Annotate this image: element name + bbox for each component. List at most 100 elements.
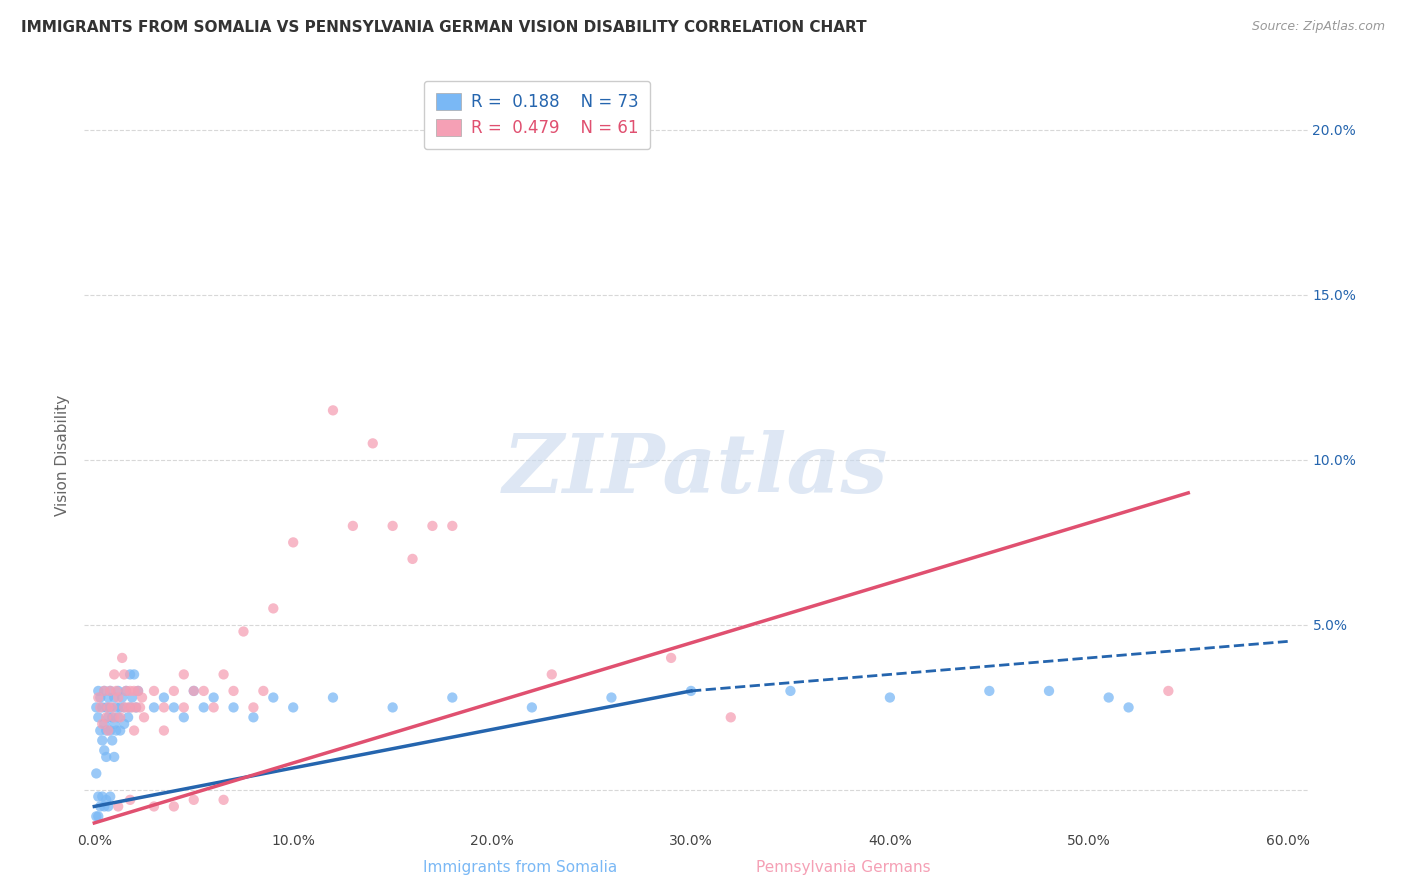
Point [242,710,264,724]
Text: Source: ZipAtlas.com: Source: ZipAtlas.com [1251,20,1385,33]
Point [202,690,225,705]
Point [93,717,115,731]
Point [98,700,121,714]
Point [153,690,176,705]
Point [103,690,125,705]
Point [115,684,138,698]
Text: Pennsylvania Germans: Pennsylvania Germans [756,861,931,875]
Point [91,717,114,731]
Point [89,690,111,705]
Point [283,535,305,549]
Point [441,519,464,533]
Point [89,799,111,814]
Point [101,733,124,747]
Point [1118,700,1140,714]
Point [87,684,110,698]
Point [103,710,125,724]
Point [183,684,205,698]
Point [107,690,129,705]
Point [117,700,139,714]
Text: IMMIGRANTS FROM SOMALIA VS PENNSYLVANIA GERMAN VISION DISABILITY CORRELATION CHA: IMMIGRANTS FROM SOMALIA VS PENNSYLVANIA … [21,20,866,35]
Point [122,684,145,698]
Point [1038,684,1060,698]
Point [91,700,114,714]
Point [105,700,128,714]
Point [173,667,195,681]
Point [600,690,623,705]
Point [96,793,118,807]
Point [232,624,254,639]
Point [107,710,129,724]
Point [93,799,115,814]
Point [779,684,801,698]
Point [112,700,135,714]
Point [105,723,128,738]
Point [107,684,129,698]
Point [111,651,134,665]
Point [98,789,121,804]
Point [97,710,120,724]
Point [212,793,235,807]
Point [108,700,131,714]
Point [322,690,344,705]
Y-axis label: Vision Disability: Vision Disability [55,394,70,516]
Point [441,690,464,705]
Point [153,700,176,714]
Point [111,690,134,705]
Point [202,700,225,714]
Point [84,700,107,714]
Point [105,684,128,698]
Point [422,519,444,533]
Point [1157,684,1180,698]
Point [112,717,135,731]
Point [91,733,114,747]
Point [183,793,205,807]
Point [183,684,205,698]
Point [262,601,284,615]
Point [87,710,110,724]
Point [120,667,142,681]
Point [125,700,148,714]
Point [520,700,543,714]
Text: ZIPatlas: ZIPatlas [503,430,889,510]
Point [107,799,129,814]
Point [122,667,145,681]
Point [93,684,115,698]
Point [108,723,131,738]
Point [122,723,145,738]
Point [101,710,124,724]
Point [125,700,148,714]
Point [96,723,118,738]
Point [242,700,264,714]
Point [97,690,120,705]
Point [89,700,111,714]
Point [112,700,135,714]
Point [879,690,901,705]
Point [120,793,142,807]
Point [193,684,215,698]
Point [342,519,364,533]
Point [93,684,115,698]
Point [96,700,118,714]
Point [120,684,142,698]
Point [97,700,120,714]
Point [103,667,125,681]
Point [143,684,166,698]
Point [127,684,149,698]
Point [120,700,142,714]
Point [193,700,215,714]
Point [131,690,153,705]
Point [84,809,107,823]
Point [173,700,195,714]
Text: Immigrants from Somalia: Immigrants from Somalia [423,861,617,875]
Point [143,799,166,814]
Point [89,723,111,738]
Point [153,723,176,738]
Point [163,684,186,698]
Point [401,552,423,566]
Point [93,743,115,757]
Point [252,684,274,698]
Point [96,750,118,764]
Point [163,700,186,714]
Point [720,710,742,724]
